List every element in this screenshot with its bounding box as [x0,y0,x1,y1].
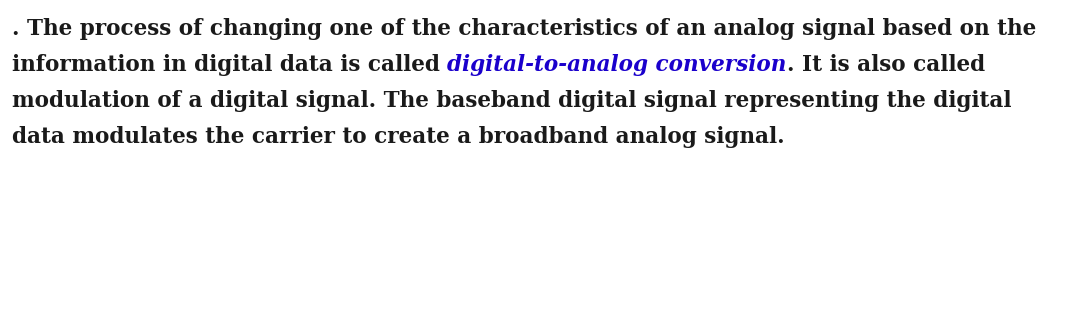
Text: . It is also called: . It is also called [786,54,985,76]
Text: digital-to-analog conversion: digital-to-analog conversion [447,54,786,76]
Text: . The process of changing one of the characteristics of an analog signal based o: . The process of changing one of the cha… [12,18,1036,40]
Text: information in digital data is called: information in digital data is called [12,54,447,76]
Text: modulation of a digital signal. The baseband digital signal representing the dig: modulation of a digital signal. The base… [12,90,1012,112]
Text: data modulates the carrier to create a broadband analog signal.: data modulates the carrier to create a b… [12,126,785,148]
